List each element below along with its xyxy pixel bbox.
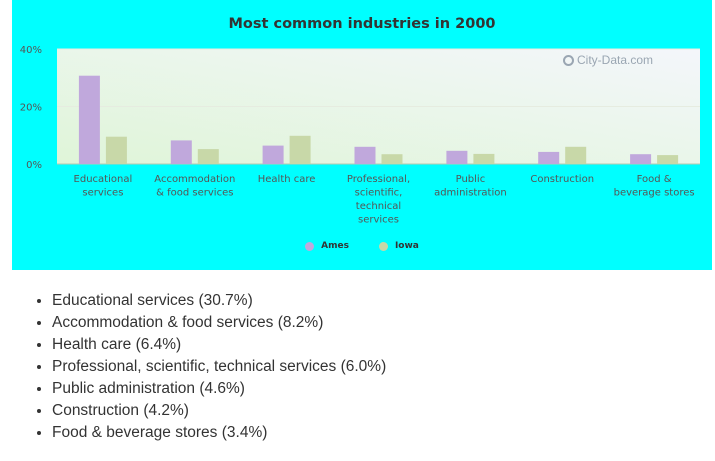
list-item: Food & beverage stores (3.4%)	[52, 422, 386, 444]
industries-list: Educational services (30.7%) Accommodati…	[22, 290, 386, 444]
list-item: Professional, scientific, technical serv…	[52, 356, 386, 378]
bar-ames[interactable]	[354, 146, 376, 165]
legend: Ames Iowa	[12, 241, 712, 251]
x-tick-label: Health care	[258, 174, 316, 185]
y-tick-label: 20%	[20, 103, 42, 114]
chart-title: Most common industries in 2000	[228, 16, 496, 32]
legend-item-iowa[interactable]: Iowa	[378, 241, 419, 251]
x-tick-label: Construction	[530, 174, 594, 185]
x-tick-label: Food & beverage stores	[614, 174, 695, 199]
chart-panel: Most common industries in 2000 0% 20% 40% …	[12, 0, 712, 270]
magnifier-icon	[563, 54, 574, 66]
bar-ames[interactable]	[446, 150, 468, 164]
bar-iowa[interactable]	[657, 155, 679, 164]
legend-swatch-ames	[305, 241, 315, 251]
x-tick-label: Accommodation & food services	[154, 174, 235, 199]
list-item: Public administration (4.6%)	[52, 378, 386, 400]
y-tick-label: 40%	[20, 45, 42, 56]
bar-ames[interactable]	[630, 154, 652, 164]
bar-ames[interactable]	[170, 140, 192, 164]
bar-iowa[interactable]	[381, 154, 403, 164]
watermark: City-Data.com	[563, 53, 653, 67]
bar-iowa[interactable]	[565, 146, 587, 165]
bar-ames[interactable]	[78, 75, 100, 164]
legend-swatch-iowa	[378, 241, 388, 251]
y-tick-label: 0%	[26, 160, 42, 171]
bar-iowa[interactable]	[105, 136, 127, 164]
list-item: Construction (4.2%)	[52, 400, 386, 422]
legend-label-iowa: Iowa	[394, 241, 419, 251]
legend-label-ames: Ames	[321, 241, 349, 251]
bar-ames[interactable]	[262, 145, 284, 164]
list-item: Educational services (30.7%)	[52, 290, 386, 312]
x-tick-label: Educational services	[74, 174, 133, 199]
bar-iowa[interactable]	[473, 153, 495, 164]
legend-item-ames[interactable]: Ames	[305, 241, 349, 251]
list-item: Accommodation & food services (8.2%)	[52, 312, 386, 334]
bar-chart: 0% 20% 40% Educational services Accommodatio…	[20, 45, 700, 226]
x-tick-label: Public administration	[434, 174, 507, 199]
list-item: Health care (6.4%)	[52, 334, 386, 356]
watermark-text: City-Data.com	[577, 53, 654, 67]
bar-ames[interactable]	[538, 151, 560, 164]
bar-iowa[interactable]	[197, 149, 219, 164]
bar-iowa[interactable]	[289, 135, 311, 164]
x-tick-label: Professional, scientific, technical service…	[347, 174, 410, 226]
